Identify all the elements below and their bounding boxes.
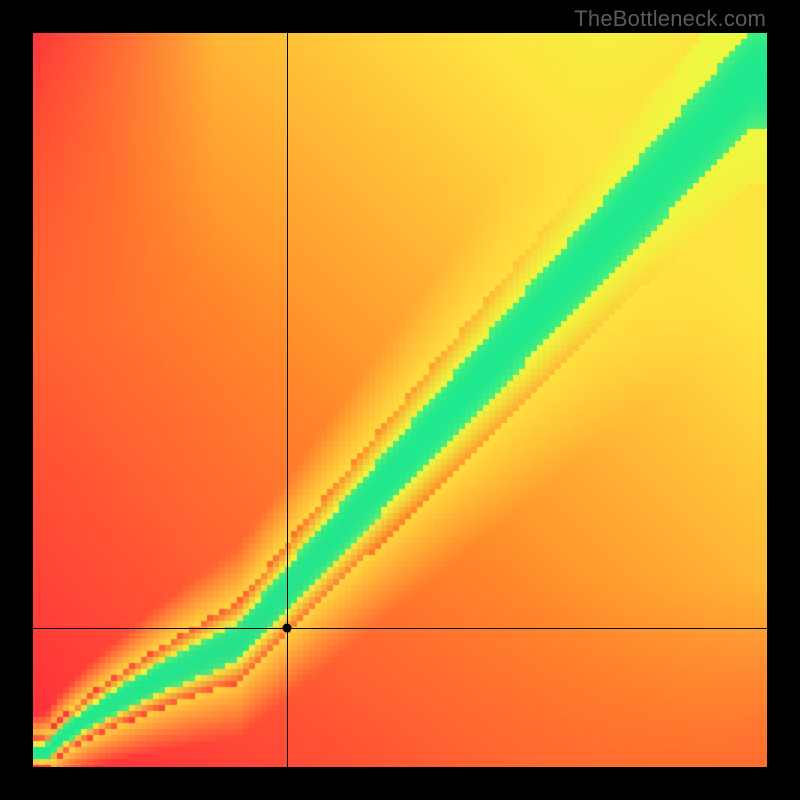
heatmap-plot xyxy=(33,33,767,767)
crosshair-horizontal xyxy=(33,628,767,629)
crosshair-point xyxy=(282,623,291,632)
watermark-text: TheBottleneck.com xyxy=(574,6,766,32)
heatmap-canvas xyxy=(33,33,767,767)
chart-frame: TheBottleneck.com xyxy=(0,0,800,800)
crosshair-vertical xyxy=(287,33,288,767)
